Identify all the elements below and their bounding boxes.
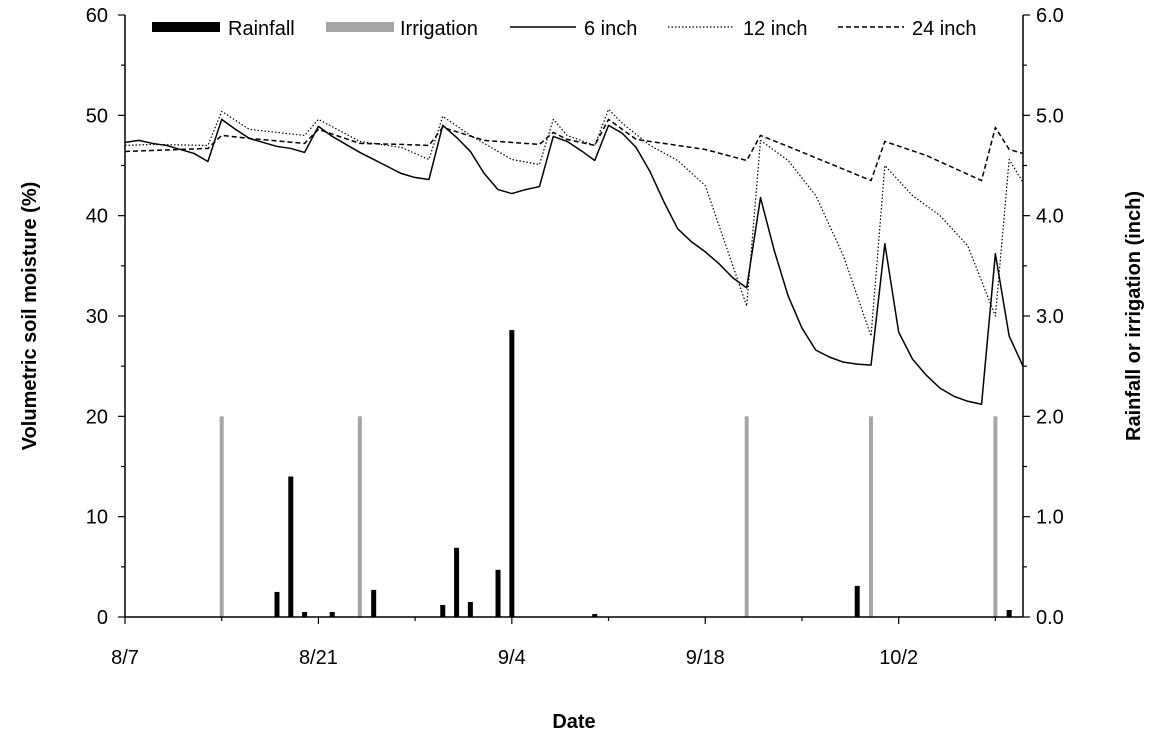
bars-layer [219, 330, 1012, 617]
y-left-tick-label: 30 [86, 306, 108, 328]
y-right-tick-label: 3.0 [1036, 306, 1064, 328]
legend-swatch-irrigation [326, 22, 394, 32]
tick-labels: 0 10 20 30 40 50 60 0.0 1.0 2.0 3.0 4.0 5.0 6.0 8/7 8/2… [86, 5, 1064, 669]
y-right-tick-label: 2.0 [1036, 406, 1064, 428]
y-left-tick-label: 20 [86, 406, 108, 428]
rainfall-bar [288, 476, 294, 617]
y-right-tick-label: 5.0 [1036, 105, 1064, 127]
rainfall-bar [371, 589, 377, 617]
y-left-tick-label: 0 [97, 607, 108, 629]
rainfall-bar [495, 569, 501, 617]
rainfall-bar [440, 604, 446, 617]
x-tick-label: 10/2 [879, 647, 918, 669]
rainfall-bar [854, 585, 860, 617]
x-axis-title: Date [552, 711, 595, 733]
rainfall-bar [1006, 609, 1012, 617]
legend-label-rainfall: Rainfall [228, 18, 295, 40]
rainfall-bar [592, 613, 598, 617]
rainfall-bar [509, 330, 515, 617]
axes [124, 15, 1024, 618]
y-right-tick-label: 6.0 [1036, 5, 1064, 27]
rainfall-bar [454, 547, 460, 617]
x-tick-label: 8/21 [299, 647, 338, 669]
rainfall-bar [274, 591, 280, 617]
y-right-tick-label: 4.0 [1036, 206, 1064, 228]
rainfall-bar [302, 611, 308, 617]
legend-label-12-inch: 12 inch [743, 18, 808, 40]
ticks-layer [118, 14, 1030, 624]
y-left-tick-label: 60 [86, 5, 108, 27]
series-line-12-inch [124, 108, 1024, 337]
x-tick-label: 9/4 [498, 647, 526, 669]
y-right-tick-label: 0.0 [1036, 607, 1064, 629]
rainfall-bar [467, 601, 473, 617]
irrigation-bar [869, 416, 874, 617]
y-left-tick-label: 10 [86, 507, 108, 529]
irrigation-bar [993, 416, 998, 617]
series-line-6-inch [124, 118, 1024, 406]
series-line-24-inch [124, 118, 1024, 182]
y-axis-left-title: Volumetric soil moisture (%) [19, 182, 41, 451]
y-left-tick-label: 50 [86, 105, 108, 127]
irrigation-bar [357, 416, 362, 617]
x-tick-label: 9/18 [686, 647, 725, 669]
legend-label-6-inch: 6 inch [584, 18, 637, 40]
y-right-tick-label: 1.0 [1036, 507, 1064, 529]
y-left-tick-label: 40 [86, 206, 108, 228]
irrigation-bar [744, 416, 749, 617]
lines-layer [124, 108, 1024, 406]
legend: Rainfall Irrigation 6 inch 12 inch 24 in… [152, 18, 977, 40]
x-tick-label: 8/7 [111, 647, 139, 669]
legend-label-24-inch: 24 inch [912, 18, 977, 40]
legend-label-irrigation: Irrigation [400, 18, 478, 40]
rainfall-bar [329, 611, 335, 617]
y-axis-right-title: Rainfall or irrigation (inch) [1123, 191, 1145, 441]
irrigation-bar [219, 416, 224, 617]
legend-swatch-rainfall [152, 22, 220, 32]
